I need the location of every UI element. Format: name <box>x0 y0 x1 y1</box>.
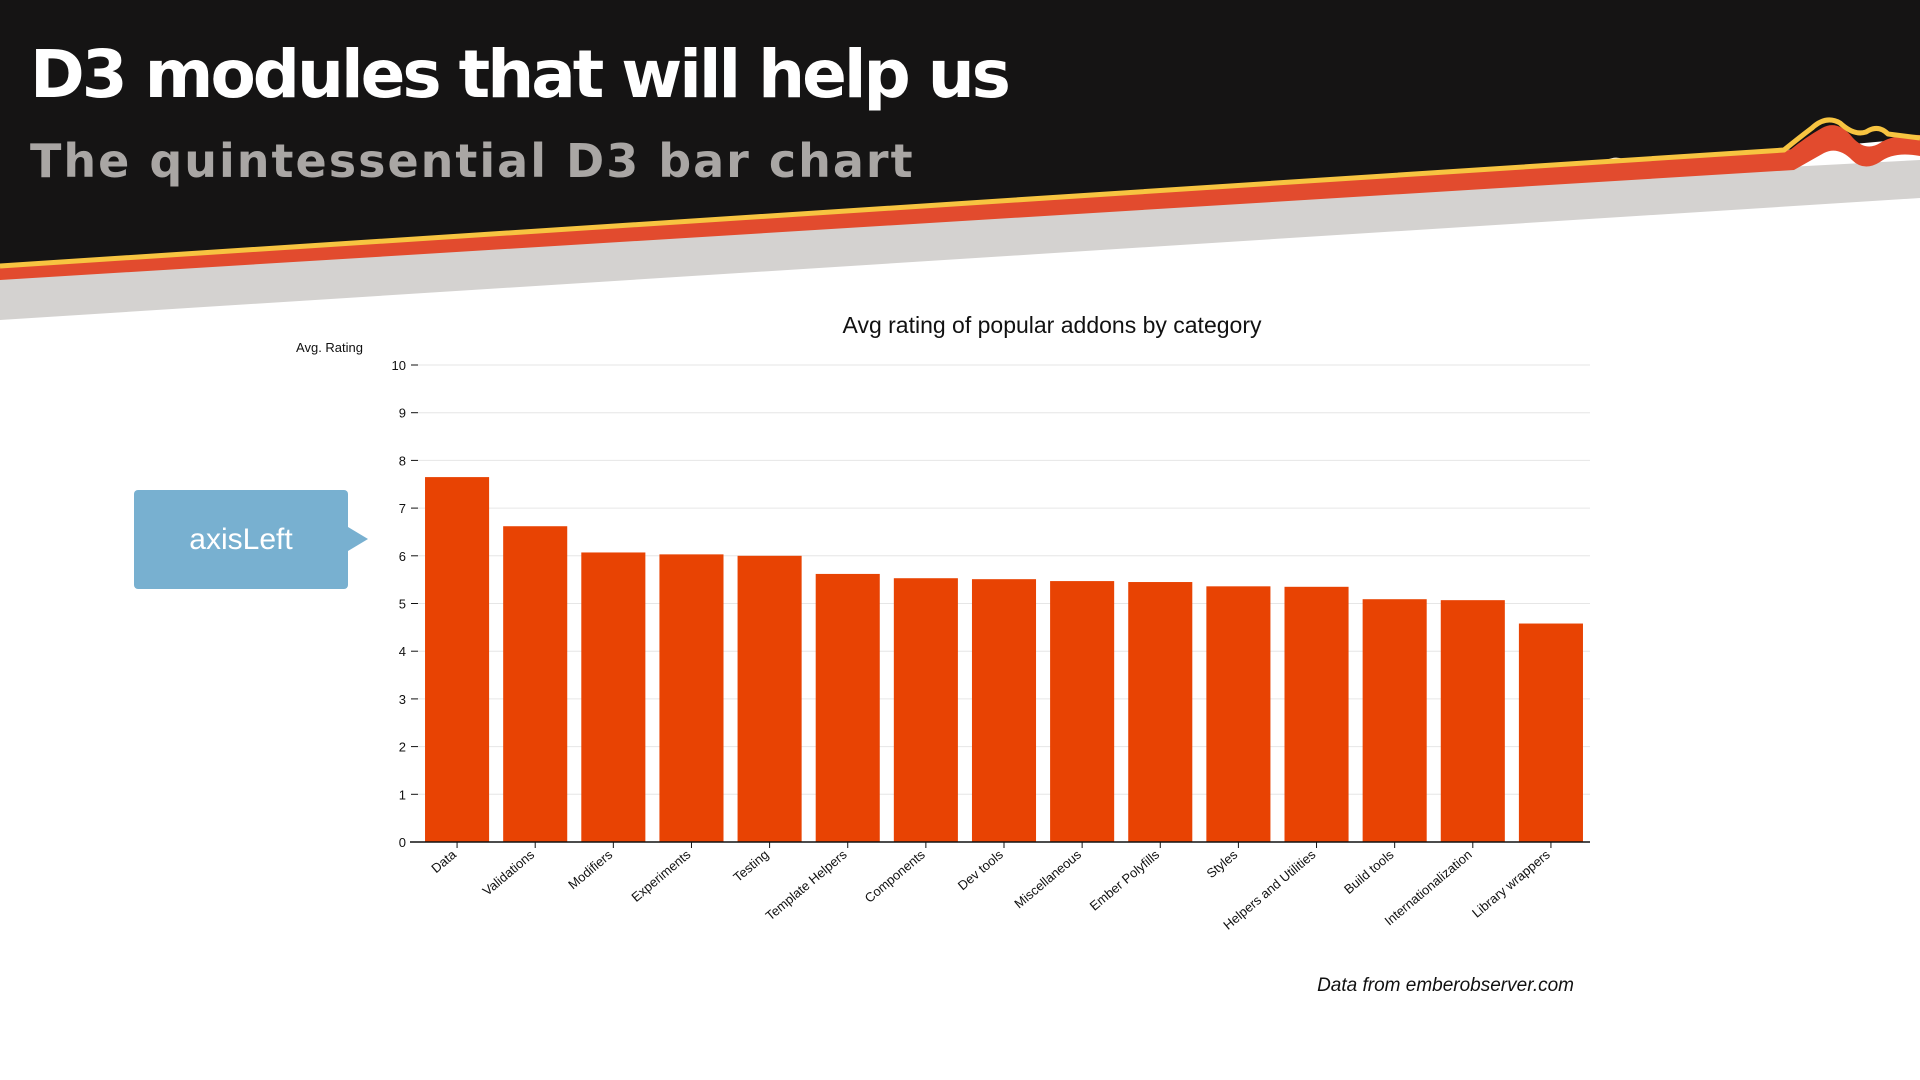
x-tick-label: Template Helpers <box>763 846 851 923</box>
y-tick-label: 4 <box>399 644 406 659</box>
header-dark-band <box>0 0 1920 270</box>
callout-label: axisLeft <box>189 522 293 556</box>
chart-title: Avg rating of popular addons by category <box>843 312 1262 338</box>
slide-subtitle: The quintessential D3 bar chart <box>30 134 915 188</box>
bar-modifiers <box>581 552 646 842</box>
bar-dev-tools <box>971 579 1037 842</box>
x-axis: Data Validations Modifiers Experiments Testi… <box>410 841 1590 933</box>
x-tick-label: Experiments <box>628 846 693 904</box>
data-source-note: Data from emberobserver.com <box>1317 975 1574 996</box>
x-tick-label: Build tools <box>1341 846 1397 896</box>
y-axis-label: Avg. Rating <box>296 340 363 355</box>
bar-components <box>893 578 958 842</box>
y-tick-label: 1 <box>399 787 406 802</box>
y-tick-label: 8 <box>399 453 406 468</box>
header-banner <box>0 0 1920 320</box>
y-tick-label: 5 <box>399 597 406 612</box>
bar-validations <box>503 526 568 842</box>
callout-pointer <box>348 527 368 551</box>
bar-ember-polyfills <box>1128 582 1193 842</box>
x-tick-label: Testing <box>730 847 771 885</box>
bar-library-wrappers <box>1518 623 1583 842</box>
y-axis: 0 1 2 3 4 5 6 7 8 9 10 <box>392 358 418 850</box>
y-tick-label: 2 <box>399 740 406 755</box>
bar-miscellaneous <box>1050 581 1115 842</box>
axis-left-callout: axisLeft <box>134 490 348 589</box>
bar-testing <box>737 555 802 842</box>
header-yellow-stripe <box>0 117 1920 269</box>
x-tick-label: Dev tools <box>955 846 1007 893</box>
x-tick-label: Ember Polyfills <box>1087 846 1163 913</box>
bar-data <box>425 477 490 842</box>
x-tick-label: Data <box>428 846 459 876</box>
y-tick-label: 3 <box>399 692 406 707</box>
y-tick-label: 0 <box>399 835 406 850</box>
x-tick-label: Validations <box>480 846 538 898</box>
x-tick-label: Styles <box>1204 846 1241 881</box>
y-tick-label: 9 <box>399 406 406 421</box>
bar-template-helpers <box>815 573 880 842</box>
bar-build-tools <box>1362 599 1427 842</box>
x-tick-label: Modifiers <box>565 846 615 892</box>
slide-title: D3 modules that will help us <box>30 36 1011 113</box>
header-red-stripe <box>0 125 1920 280</box>
bar-internationalization <box>1440 600 1505 842</box>
bar-styles <box>1206 586 1271 842</box>
x-tick-label: Miscellaneous <box>1011 846 1084 911</box>
y-tick-label: 10 <box>392 358 406 373</box>
x-tick-label: Components <box>862 846 928 905</box>
y-tick-label: 6 <box>399 549 406 564</box>
x-tick-label: Library wrappers <box>1469 846 1553 920</box>
bar-experiments <box>659 554 724 842</box>
bar-helpers-and-utilities <box>1284 586 1349 842</box>
y-tick-label: 7 <box>399 501 406 516</box>
bars <box>425 477 1583 842</box>
header-gray-stripe <box>0 160 1920 320</box>
